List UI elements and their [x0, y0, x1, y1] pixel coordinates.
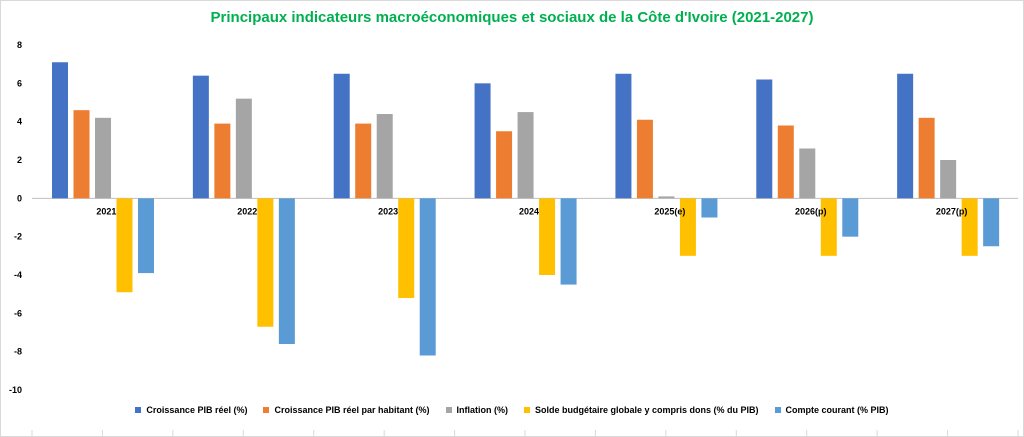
bar — [419, 198, 436, 356]
bar — [842, 198, 859, 237]
bar — [73, 110, 90, 199]
y-tick-label: 8 — [17, 40, 22, 50]
chart-legend: Croissance PIB réel (%) Croissance PIB ré… — [0, 405, 1024, 415]
bar — [52, 62, 68, 199]
bar — [474, 83, 491, 199]
legend-label: Croissance PIB réel par habitant (%) — [274, 405, 430, 415]
category-label: 2021 — [96, 206, 116, 216]
bar — [116, 198, 133, 293]
bar — [560, 198, 577, 285]
bar — [777, 125, 794, 199]
bar — [376, 114, 393, 199]
category-label: 2025(e) — [654, 206, 685, 216]
bar — [95, 117, 111, 199]
bar — [517, 112, 534, 199]
y-tick-label: 0 — [17, 193, 22, 203]
bar — [961, 198, 978, 256]
bar — [138, 198, 154, 274]
category-label: 2024 — [519, 206, 539, 216]
y-tick-label: 6 — [17, 78, 22, 88]
legend-item: Croissance PIB réel (%) — [135, 405, 247, 415]
bar — [658, 196, 675, 199]
category-label: 2023 — [378, 206, 398, 216]
bar — [983, 198, 1000, 247]
y-tick-label: -4 — [14, 270, 22, 280]
bar — [192, 75, 209, 199]
category-label: 2022 — [237, 206, 257, 216]
legend-label: Inflation (%) — [456, 405, 509, 415]
bar — [701, 198, 718, 218]
bar — [355, 123, 372, 199]
bar — [539, 198, 556, 275]
legend-label: Croissance PIB réel (%) — [146, 405, 248, 415]
legend-item: Croissance PIB réel par habitant (%) — [263, 405, 430, 415]
legend-item: Compte courant (% PIB) — [774, 405, 889, 415]
bar — [278, 198, 295, 344]
legend-item: Solde budgétaire globale y compris dons … — [524, 405, 759, 415]
bar — [496, 131, 513, 199]
legend-swatch — [445, 407, 452, 413]
bar — [257, 198, 274, 327]
bar — [615, 73, 632, 199]
legend-swatch — [524, 407, 531, 413]
bar — [940, 160, 957, 199]
legend-swatch — [774, 407, 781, 413]
y-tick-label: -10 — [9, 385, 22, 395]
bar — [214, 123, 231, 199]
bar — [235, 98, 252, 199]
bar — [799, 148, 816, 199]
y-tick-label: -2 — [14, 232, 22, 242]
y-tick-label: -6 — [14, 308, 22, 318]
legend-label: Compte courant (% PIB) — [785, 405, 889, 415]
category-label: 2027(p) — [936, 206, 968, 216]
legend-item: Inflation (%) — [445, 405, 509, 415]
bar — [756, 79, 773, 199]
legend-swatch — [135, 407, 142, 413]
bar — [679, 198, 696, 256]
y-tick-label: 4 — [17, 117, 22, 127]
bar — [820, 198, 837, 256]
bar — [333, 73, 350, 199]
bar — [636, 119, 653, 199]
y-tick-label: 2 — [17, 155, 22, 165]
category-label: 2026(p) — [795, 206, 827, 216]
chart-title: Principaux indicateurs macroéconomiques … — [210, 9, 814, 26]
bar — [398, 198, 415, 298]
legend-label: Solde budgétaire globale y compris dons … — [535, 405, 759, 415]
bar — [897, 73, 914, 199]
y-tick-label: -8 — [14, 347, 22, 357]
bar — [918, 117, 935, 199]
legend-swatch — [263, 407, 270, 413]
